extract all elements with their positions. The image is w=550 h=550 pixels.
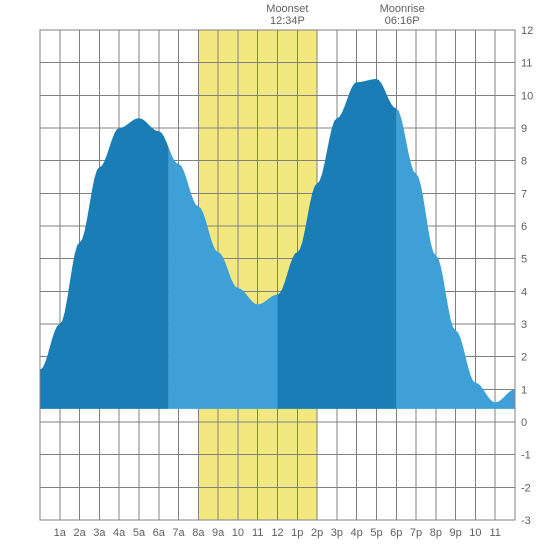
x-tick-label: 1p [291, 527, 303, 539]
y-tick-label: -2 [521, 482, 531, 494]
x-tick-label: 1a [54, 527, 67, 539]
x-tick-label: 4p [351, 527, 363, 539]
x-tick-label: 3a [93, 527, 106, 539]
y-tick-label: 8 [521, 156, 527, 168]
y-tick-label: 10 [521, 90, 533, 102]
x-tick-label: 11 [252, 527, 263, 539]
y-tick-label: 12 [521, 25, 533, 37]
x-tick-label: 12 [271, 527, 283, 539]
x-tick-label: 6p [390, 527, 402, 539]
y-tick-label: 1 [521, 384, 527, 396]
x-tick-label: 2a [73, 527, 86, 539]
x-tick-label: 2p [311, 527, 323, 539]
y-tick-label: -1 [521, 450, 531, 462]
x-tick-label: 7p [410, 527, 422, 539]
x-tick-label: 7a [172, 527, 185, 539]
y-tick-label: -3 [521, 515, 531, 527]
moon-annotation-label: Moonrise [380, 3, 425, 15]
x-tick-label: 6a [153, 527, 166, 539]
y-tick-label: 9 [521, 123, 527, 135]
chart-svg: 1a2a3a4a5a6a7a8a9a1011121p2p3p4p5p6p7p8p… [0, 0, 550, 550]
x-tick-label: 3p [331, 527, 343, 539]
tide-chart: 1a2a3a4a5a6a7a8a9a1011121p2p3p4p5p6p7p8p… [0, 0, 550, 550]
y-tick-label: 11 [521, 58, 532, 70]
y-tick-label: 6 [521, 221, 527, 233]
x-tick-label: 10 [232, 527, 244, 539]
y-tick-label: 7 [521, 188, 527, 200]
x-tick-label: 5p [370, 527, 382, 539]
x-tick-label: 9p [450, 527, 462, 539]
x-tick-label: 5a [133, 527, 146, 539]
moon-annotation-time: 12:34P [270, 15, 305, 27]
x-tick-label: 4a [113, 527, 126, 539]
y-tick-label: 3 [521, 319, 527, 331]
x-tick-label: 9a [212, 527, 225, 539]
x-tick-label: 11 [489, 527, 500, 539]
x-tick-label: 8p [430, 527, 442, 539]
y-tick-label: 4 [521, 286, 527, 298]
moon-annotation-time: 06:16P [385, 15, 420, 27]
x-tick-label: 10 [469, 527, 481, 539]
x-tick-label: 8a [192, 527, 205, 539]
moon-annotation-label: Moonset [266, 3, 308, 15]
y-tick-label: 0 [521, 417, 527, 429]
y-tick-label: 2 [521, 352, 527, 364]
y-tick-label: 5 [521, 254, 527, 266]
